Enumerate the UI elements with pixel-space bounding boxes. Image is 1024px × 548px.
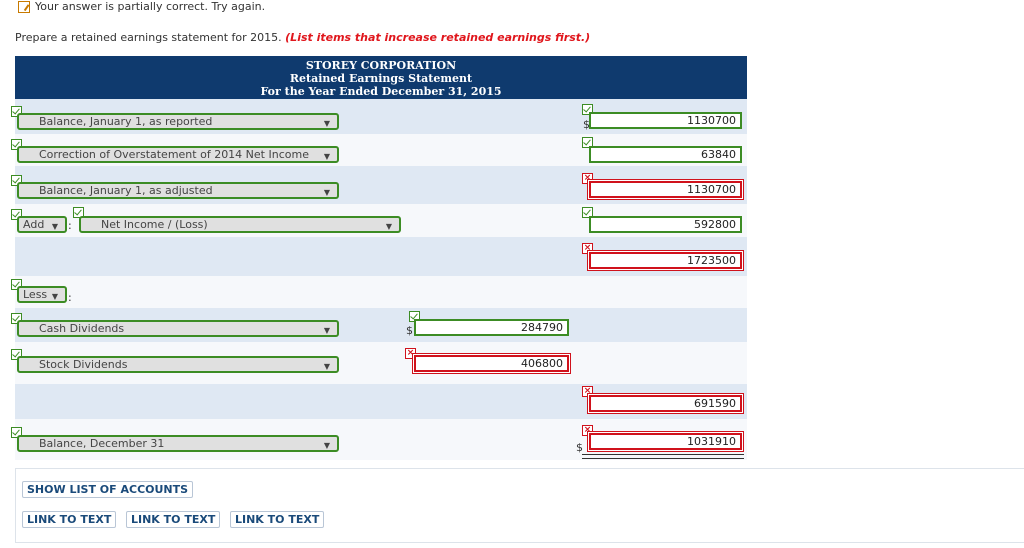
account-select-stock-dividends[interactable]: Stock Dividends ▼ [17,356,339,373]
amount-input-net-income[interactable]: 592800 [589,216,742,233]
account-select-cash-dividends[interactable]: Cash Dividends ▼ [17,320,339,337]
correct-check-icon [11,313,22,324]
chevron-down-icon: ▼ [323,152,330,161]
amount-input-cash-dividends[interactable]: 284790 [414,319,569,336]
correct-check-icon [11,209,22,220]
amount-input-balance-dec31[interactable]: 1031910 [589,433,742,450]
chevron-down-icon: ▼ [323,326,330,335]
correct-check-icon [11,139,22,150]
status-text: Your answer is partially correct. Try ag… [35,0,266,13]
correct-check-icon [582,207,593,218]
account-select-balance-adjusted[interactable]: Balance, January 1, as adjusted ▼ [17,182,339,199]
double-underline [582,454,744,459]
incorrect-x-icon: × [582,425,593,436]
dollar-sign: $ [406,324,413,337]
amount-input-subtotal[interactable]: 1723500 [589,252,742,269]
colon: : [68,219,72,232]
chevron-down-icon: ▼ [51,292,58,301]
incorrect-x-icon: × [582,386,593,397]
amount-input-total-dividends[interactable]: 691590 [589,395,742,412]
select-label: Correction of Overstatement of 2014 Net … [39,148,309,161]
amount-input-stock-dividends[interactable]: 406800 [414,355,569,372]
select-label: Cash Dividends [39,322,125,335]
incorrect-x-icon: × [582,173,593,184]
chevron-down-icon: ▼ [323,362,330,371]
account-select-balance-reported[interactable]: Balance, January 1, as reported ▼ [17,113,339,130]
partial-correct-icon [18,0,30,13]
chevron-down-icon: ▼ [323,188,330,197]
select-label: Add [23,218,45,231]
instructions: Prepare a retained earnings statement fo… [15,31,590,44]
amount-input-correction[interactable]: 63840 [589,146,742,163]
correct-check-icon [11,279,22,290]
link-to-text-button-2[interactable]: LINK TO TEXT [126,511,221,528]
correct-check-icon [11,349,22,360]
select-label: Net Income / (Loss) [101,218,208,231]
account-select-balance-dec31[interactable]: Balance, December 31 ▼ [17,435,339,452]
statement-period: For the Year Ended December 31, 2015 [260,85,502,98]
operator-select-less[interactable]: Less ▼ [17,286,67,303]
correct-check-icon [582,137,593,148]
company-name: STOREY CORPORATION [305,59,457,72]
chevron-down-icon: ▼ [323,441,330,450]
select-label: Balance, January 1, as adjusted [39,184,213,197]
account-select-correction[interactable]: Correction of Overstatement of 2014 Net … [17,146,339,163]
chevron-down-icon: ▼ [385,222,392,231]
statement-title: Retained Earnings Statement [289,72,473,85]
correct-check-icon [73,207,84,218]
row-bg [15,276,747,308]
account-select-net-income[interactable]: Net Income / (Loss) ▼ [79,216,401,233]
colon: : [68,291,72,304]
chevron-down-icon: ▼ [51,222,58,231]
instructions-emphasis: (List items that increase retained earni… [285,31,591,44]
amount-input-balance-adjusted[interactable]: 1130700 [589,181,742,198]
correct-check-icon [582,104,593,115]
link-to-text-button-1[interactable]: LINK TO TEXT [22,511,117,528]
incorrect-x-icon: × [405,348,416,359]
select-label: Stock Dividends [39,358,128,371]
select-label: Balance, January 1, as reported [39,115,213,128]
operator-select-add[interactable]: Add ▼ [17,216,67,233]
correct-check-icon [11,427,22,438]
select-label: Less [23,288,48,301]
status-message: Your answer is partially correct. Try ag… [18,0,265,13]
correct-check-icon [11,175,22,186]
link-to-text-button-3[interactable]: LINK TO TEXT [230,511,325,528]
statement-header: STOREY CORPORATION Retained Earnings Sta… [15,56,747,99]
chevron-down-icon: ▼ [323,119,330,128]
correct-check-icon [11,106,22,117]
links-panel [15,468,1024,543]
dollar-sign: $ [576,441,583,454]
select-label: Balance, December 31 [39,437,165,450]
instructions-text: Prepare a retained earnings statement fo… [15,31,286,44]
show-list-of-accounts-button[interactable]: SHOW LIST OF ACCOUNTS [22,481,194,498]
dollar-sign: $ [583,118,590,131]
amount-input-balance-reported[interactable]: 1130700 [589,112,742,129]
incorrect-x-icon: × [582,243,593,254]
